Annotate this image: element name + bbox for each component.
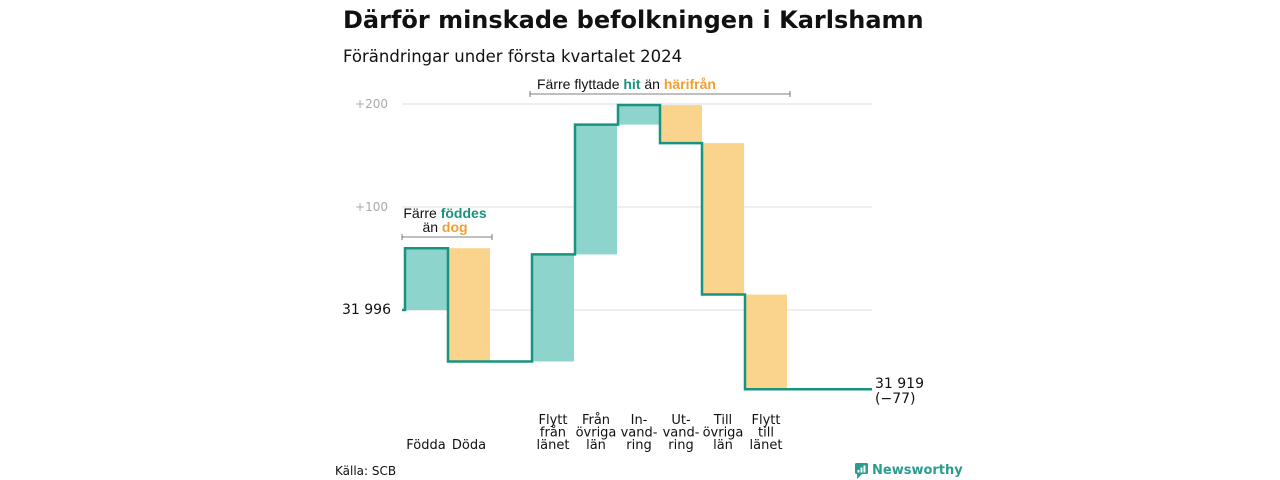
cumulative-step-line [402,103,872,391]
newsworthy-logo: Newsworthy [855,463,963,479]
category-label: Flytt [539,413,568,428]
category-label: Döda [452,438,486,453]
end-change-label: (−77) [875,391,915,407]
category-label: Från [582,413,610,428]
category-label: länet [537,438,570,453]
newsworthy-logo-icon [855,463,868,479]
births-annotation-highlight-died: dog [442,219,468,235]
start-value-label: 31 996 [342,302,391,318]
category-label: Födda [406,438,445,453]
category-label: Flytt [752,413,781,428]
bar [532,254,574,362]
category-label: Till [713,413,732,428]
bar [405,248,447,310]
y-tick-label: +200 [355,97,388,111]
bar [745,294,787,390]
category-label: övriga [703,426,744,441]
category-labels: Födda DödaFlyttfrånlänetFrånövrigalänIn-v… [406,413,782,453]
end-value-label: 31 919 [875,376,924,392]
bar [448,248,490,362]
migration-annotation-text-c: än [640,76,663,92]
migration-annotation-highlight-harifran: härifrån [664,76,716,92]
births-annotation-highlight-born: föddes [441,205,487,221]
category-label: ring [668,438,693,453]
migration-annotation-text-a: Färre flyttade [537,76,623,92]
chart-title: Därför minskade befolkningen i Karlshamn [343,6,924,34]
category-label: ring [626,438,651,453]
category-label: In- [631,413,648,428]
births-annotation: Färre föddes än dog [401,205,493,240]
bar [575,124,617,255]
svg-text:Färre föddes: Färre föddes [403,205,486,221]
category-label: från [540,426,566,441]
migration-annotation: Färre flyttade hit än härifrån [529,76,791,97]
migration-annotation-highlight-hit: hit [623,76,640,92]
step-line [402,103,872,391]
y-tick-label: +100 [355,200,388,214]
svg-text:Färre flyttade hit än härifrån: Färre flyttade hit än härifrån [537,76,716,92]
category-label: Ut- [671,413,691,428]
category-label: övriga [576,426,617,441]
category-label: till [758,426,774,441]
category-label: vand- [663,426,700,441]
births-annotation-text-b: än [422,219,441,235]
bar [618,105,660,125]
births-annotation-text-a: Färre [403,205,440,221]
newsworthy-logo-text: Newsworthy [872,463,963,478]
category-label: län [713,438,733,453]
chart-subtitle: Förändringar under första kvartalet 2024 [343,47,682,66]
category-label: vand- [621,426,658,441]
svg-text:än dog: än dog [422,219,467,235]
bar [702,143,744,295]
category-label: län [586,438,606,453]
source-label: Källa: SCB [335,464,396,478]
bar [660,105,702,144]
bars [405,105,787,390]
category-label: länet [750,438,783,453]
